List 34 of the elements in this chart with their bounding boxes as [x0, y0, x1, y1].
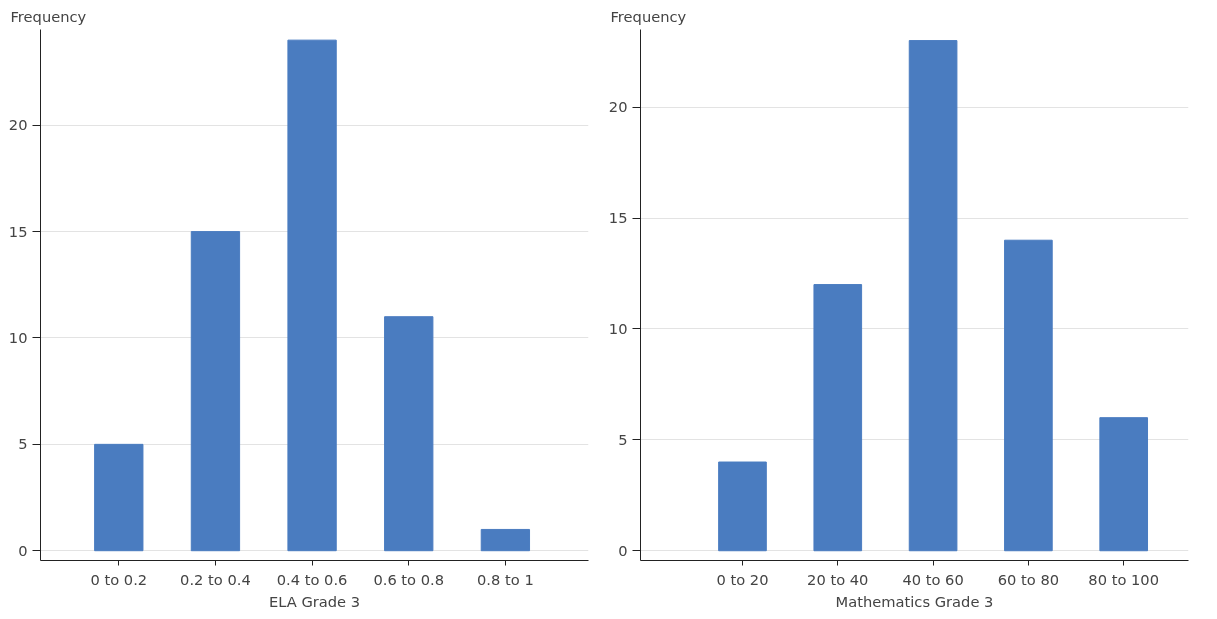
x-tick-label: 0.4 to 0.6	[276, 570, 348, 588]
y-tick-label: 15	[608, 209, 628, 227]
x-tick-label: 80 to 100	[1088, 570, 1160, 588]
bar	[384, 316, 434, 552]
x-axis-title: Mathematics Grade 3	[835, 592, 994, 610]
bar	[813, 284, 863, 552]
bar	[94, 443, 144, 552]
bar	[1004, 239, 1053, 552]
y-axis-title: Frequency	[10, 7, 87, 25]
y-tick-label: 15	[8, 222, 28, 240]
bar	[908, 40, 958, 552]
bar	[480, 528, 531, 552]
x-tick-label: 60 to 80	[997, 570, 1060, 588]
y-tick-label: 5	[618, 430, 628, 448]
y-tick-label: 5	[18, 435, 28, 453]
y-axis-title: Frequency	[610, 7, 687, 25]
x-tick-label: 0.6 to 0.8	[373, 570, 445, 588]
y-tick-label: 20	[608, 98, 628, 116]
x-tick-label: 20 to 40	[807, 570, 869, 588]
x-tick-label: 40 to 60	[902, 570, 964, 588]
bar	[190, 231, 241, 552]
y-tick-label: 0	[618, 541, 628, 559]
x-axis-title: ELA Grade 3	[268, 592, 361, 610]
y-tick-label: 10	[608, 319, 628, 337]
y-tick-label: 0	[18, 541, 28, 559]
y-tick-label: 20	[8, 116, 28, 134]
x-tick-label: 0.2 to 0.4	[180, 570, 251, 588]
bar	[287, 39, 337, 552]
x-tick-label: 0 to 20	[716, 570, 769, 588]
y-tick-label: 10	[8, 328, 28, 346]
bar	[718, 461, 767, 552]
x-tick-label: 0 to 0.2	[90, 570, 148, 588]
bar	[1099, 417, 1149, 552]
x-tick-label: 0.8 to 1	[477, 570, 534, 588]
